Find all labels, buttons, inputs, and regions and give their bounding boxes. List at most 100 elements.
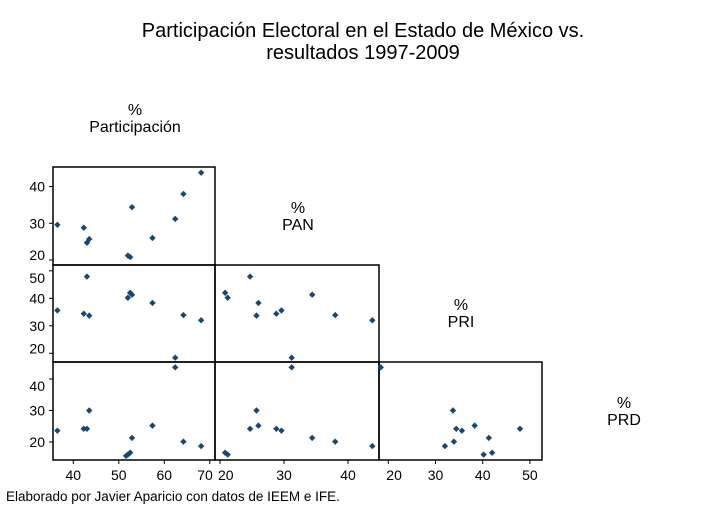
y-tick-label-pan: 20 (29, 247, 45, 263)
data-point-prd-vs-part (126, 449, 134, 456)
data-point-pan-vs-part (86, 235, 93, 243)
data-point-prd-vs-part (83, 425, 91, 432)
data-point-prd-vs-pan (253, 407, 260, 414)
data-point-pri-vs-part (180, 311, 187, 319)
data-point-pan-vs-part (180, 190, 187, 198)
panel-pan-vs-part (52, 166, 216, 266)
x-tick-label-pri: 50 (522, 467, 538, 483)
data-point-pri-vs-part (54, 307, 61, 314)
data-point-pri-vs-pan (255, 299, 262, 307)
diagonal-label-pan: PAN (282, 217, 314, 234)
data-point-prd-vs-part (197, 442, 205, 450)
data-point-pri-vs-pan (246, 273, 254, 280)
data-point-pan-vs-part (197, 169, 205, 176)
y-tick-label-pri: 40 (29, 290, 45, 306)
chart-title-line-2: resultados 1997-2009 (266, 42, 460, 64)
diagonal-label-part: % (128, 102, 142, 119)
data-point-prd-vs-part (172, 364, 179, 371)
data-point-prd-vs-pan (369, 442, 376, 450)
data-point-pri-vs-pan (369, 317, 376, 324)
data-point-prd-vs-pri (480, 451, 487, 458)
y-tick-label-pan: 40 (29, 179, 45, 195)
diagonal-label-prd: PRD (607, 412, 641, 429)
chart-title: Participación Electoral en el Estado de … (0, 20, 726, 64)
data-point-prd-vs-pri (450, 438, 458, 445)
data-point-prd-vs-pan (332, 438, 339, 445)
data-point-pan-vs-part (80, 224, 87, 231)
x-tick-label-part: 70 (197, 467, 213, 483)
x-tick-label-pan: 30 (276, 467, 292, 483)
data-point-pri-vs-part (128, 291, 136, 298)
data-point-pan-vs-part (128, 203, 136, 211)
data-point-pri-vs-pan (221, 289, 229, 296)
data-point-prd-vs-pri (516, 425, 524, 432)
panel-pri-vs-part (52, 264, 216, 363)
data-point-pri-vs-part (83, 273, 91, 280)
chart-title-line-1: Participación Electoral en el Estado de … (141, 20, 585, 42)
data-point-pan-vs-part (83, 239, 91, 246)
y-tick-label-pan: 30 (29, 215, 45, 231)
data-point-prd-vs-part (54, 427, 61, 434)
diagonal-label-pri: % (454, 297, 468, 314)
x-tick-label-pri: 20 (386, 467, 402, 483)
data-point-pri-vs-pan (224, 294, 231, 301)
data-point-prd-vs-part (180, 438, 187, 445)
data-point-prd-vs-pri (453, 425, 460, 432)
data-point-pri-vs-pan (332, 311, 339, 319)
data-point-prd-vs-pan (255, 422, 262, 429)
diagonal-label-pan: % (291, 200, 305, 217)
data-point-prd-vs-pri (485, 434, 493, 442)
data-point-prd-vs-part (86, 407, 93, 414)
data-point-pan-vs-part (149, 234, 156, 242)
data-point-prd-vs-pri (377, 364, 384, 371)
data-point-pri-vs-part (80, 310, 87, 317)
x-tick-label-pan: 40 (340, 467, 356, 483)
x-tick-label-part: 50 (111, 467, 127, 483)
data-point-prd-vs-pan (246, 425, 254, 432)
diagonal-label-pri: PRI (448, 314, 475, 331)
data-point-pri-vs-part (197, 317, 205, 324)
source-note: Elaborado por Javier Aparicio con datos … (6, 489, 340, 504)
panel-prd-vs-pri (378, 361, 543, 461)
data-point-pri-vs-pan (253, 312, 260, 319)
data-point-pri-vs-pan (308, 291, 316, 298)
x-tick-label-part: 60 (157, 467, 173, 483)
data-point-pri-vs-part (172, 354, 179, 361)
diagonal-label-part: Participación (89, 119, 181, 136)
panel-pri-vs-pan (214, 264, 380, 363)
data-point-pri-vs-pan (273, 310, 280, 317)
x-tick-label-part: 40 (66, 467, 82, 483)
x-tick-label-pan: 20 (218, 467, 234, 483)
data-point-prd-vs-pri (441, 442, 449, 450)
data-point-pri-vs-part (124, 294, 132, 301)
data-point-prd-vs-pan (308, 434, 316, 442)
panel-prd-vs-pan (214, 361, 380, 461)
data-point-pri-vs-pan (288, 354, 295, 361)
data-point-pan-vs-part (172, 215, 179, 223)
data-point-prd-vs-pan (273, 425, 280, 432)
data-point-prd-vs-pan (278, 427, 285, 434)
y-tick-label-prd: 20 (29, 434, 45, 450)
data-point-prd-vs-pri (449, 407, 457, 414)
data-point-prd-vs-pan (221, 449, 229, 456)
data-point-pri-vs-pan (278, 307, 285, 314)
y-tick-label-pri: 30 (29, 318, 45, 334)
data-point-pan-vs-part (54, 221, 61, 228)
panel-prd-vs-part (52, 361, 216, 461)
data-point-prd-vs-pan (288, 364, 295, 371)
data-point-prd-vs-pri (458, 427, 466, 434)
y-tick-label-prd: 30 (29, 403, 45, 419)
x-tick-label-pri: 30 (428, 467, 444, 483)
y-tick-label-pri: 20 (29, 340, 45, 356)
data-point-prd-vs-pri (471, 422, 478, 429)
y-tick-label-pri: 50 (29, 270, 45, 286)
data-point-prd-vs-pri (488, 449, 496, 456)
x-tick-label-pri: 40 (475, 467, 491, 483)
y-tick-label-prd: 40 (29, 378, 45, 394)
data-point-pri-vs-part (149, 299, 156, 307)
data-point-pri-vs-part (86, 312, 93, 319)
diagonal-label-prd: % (617, 395, 631, 412)
data-point-prd-vs-part (128, 434, 136, 442)
data-point-prd-vs-part (149, 422, 156, 429)
